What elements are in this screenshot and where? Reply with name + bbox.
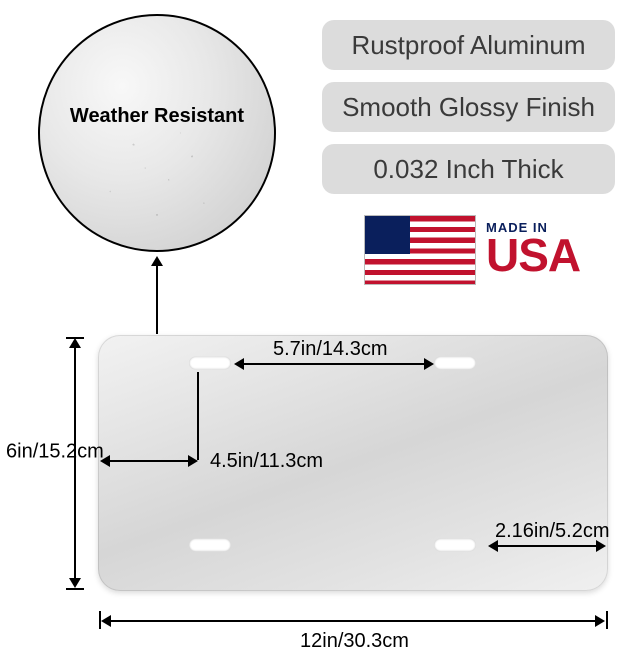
dim-width-label: 12in/30.3cm [300, 630, 409, 653]
dim-height-tick-t [66, 337, 84, 339]
weather-circle-label: Weather Resistant [40, 105, 274, 128]
made-in-text: MADE IN USA [486, 222, 580, 278]
made-in-usa-block: MADE IN USA [364, 215, 580, 285]
dim-top-label: 5.7in/14.3cm [273, 338, 388, 361]
slot-bottom-right [434, 538, 476, 551]
usa-flag-icon [364, 215, 476, 285]
dim-mid-line [109, 460, 189, 462]
slot-bottom-left [189, 538, 231, 551]
feature-pill-1: Rustproof Aluminum [322, 20, 615, 70]
weather-circle: Weather Resistant [38, 14, 276, 252]
dim-corner-line [497, 545, 597, 547]
feature-pill-3-text: 0.032 Inch Thick [373, 154, 563, 185]
dim-height-tick-b [66, 588, 84, 590]
dim-height-arrow-b [69, 578, 81, 588]
made-in-big: USA [486, 234, 580, 278]
slot-top-right [434, 357, 476, 370]
slot-top-left [189, 357, 231, 370]
dim-height-arrow-t [69, 338, 81, 348]
feature-pill-2-text: Smooth Glossy Finish [342, 92, 595, 123]
dim-top-arrow-l [234, 358, 244, 370]
feature-pill-3: 0.032 Inch Thick [322, 144, 615, 194]
callout-arrow-up [151, 256, 163, 266]
dim-top-line [243, 363, 425, 365]
feature-pill-2: Smooth Glossy Finish [322, 82, 615, 132]
dim-width-arrow-l [101, 615, 111, 627]
dim-width-tick-l [99, 611, 101, 629]
dim-width-tick-r [606, 611, 608, 629]
feature-pill-1-text: Rustproof Aluminum [351, 30, 585, 61]
dim-mid-guide [197, 372, 199, 460]
dim-width-line [110, 620, 596, 622]
callout-line [156, 262, 158, 334]
dim-height-label: 6in/15.2cm [6, 441, 118, 464]
dim-width-arrow-r [595, 615, 605, 627]
license-plate [98, 335, 608, 591]
dim-top-arrow-r [424, 358, 434, 370]
dim-corner-label: 2.16in/5.2cm [495, 520, 610, 543]
dim-mid-label: 4.5in/11.3cm [210, 450, 323, 473]
